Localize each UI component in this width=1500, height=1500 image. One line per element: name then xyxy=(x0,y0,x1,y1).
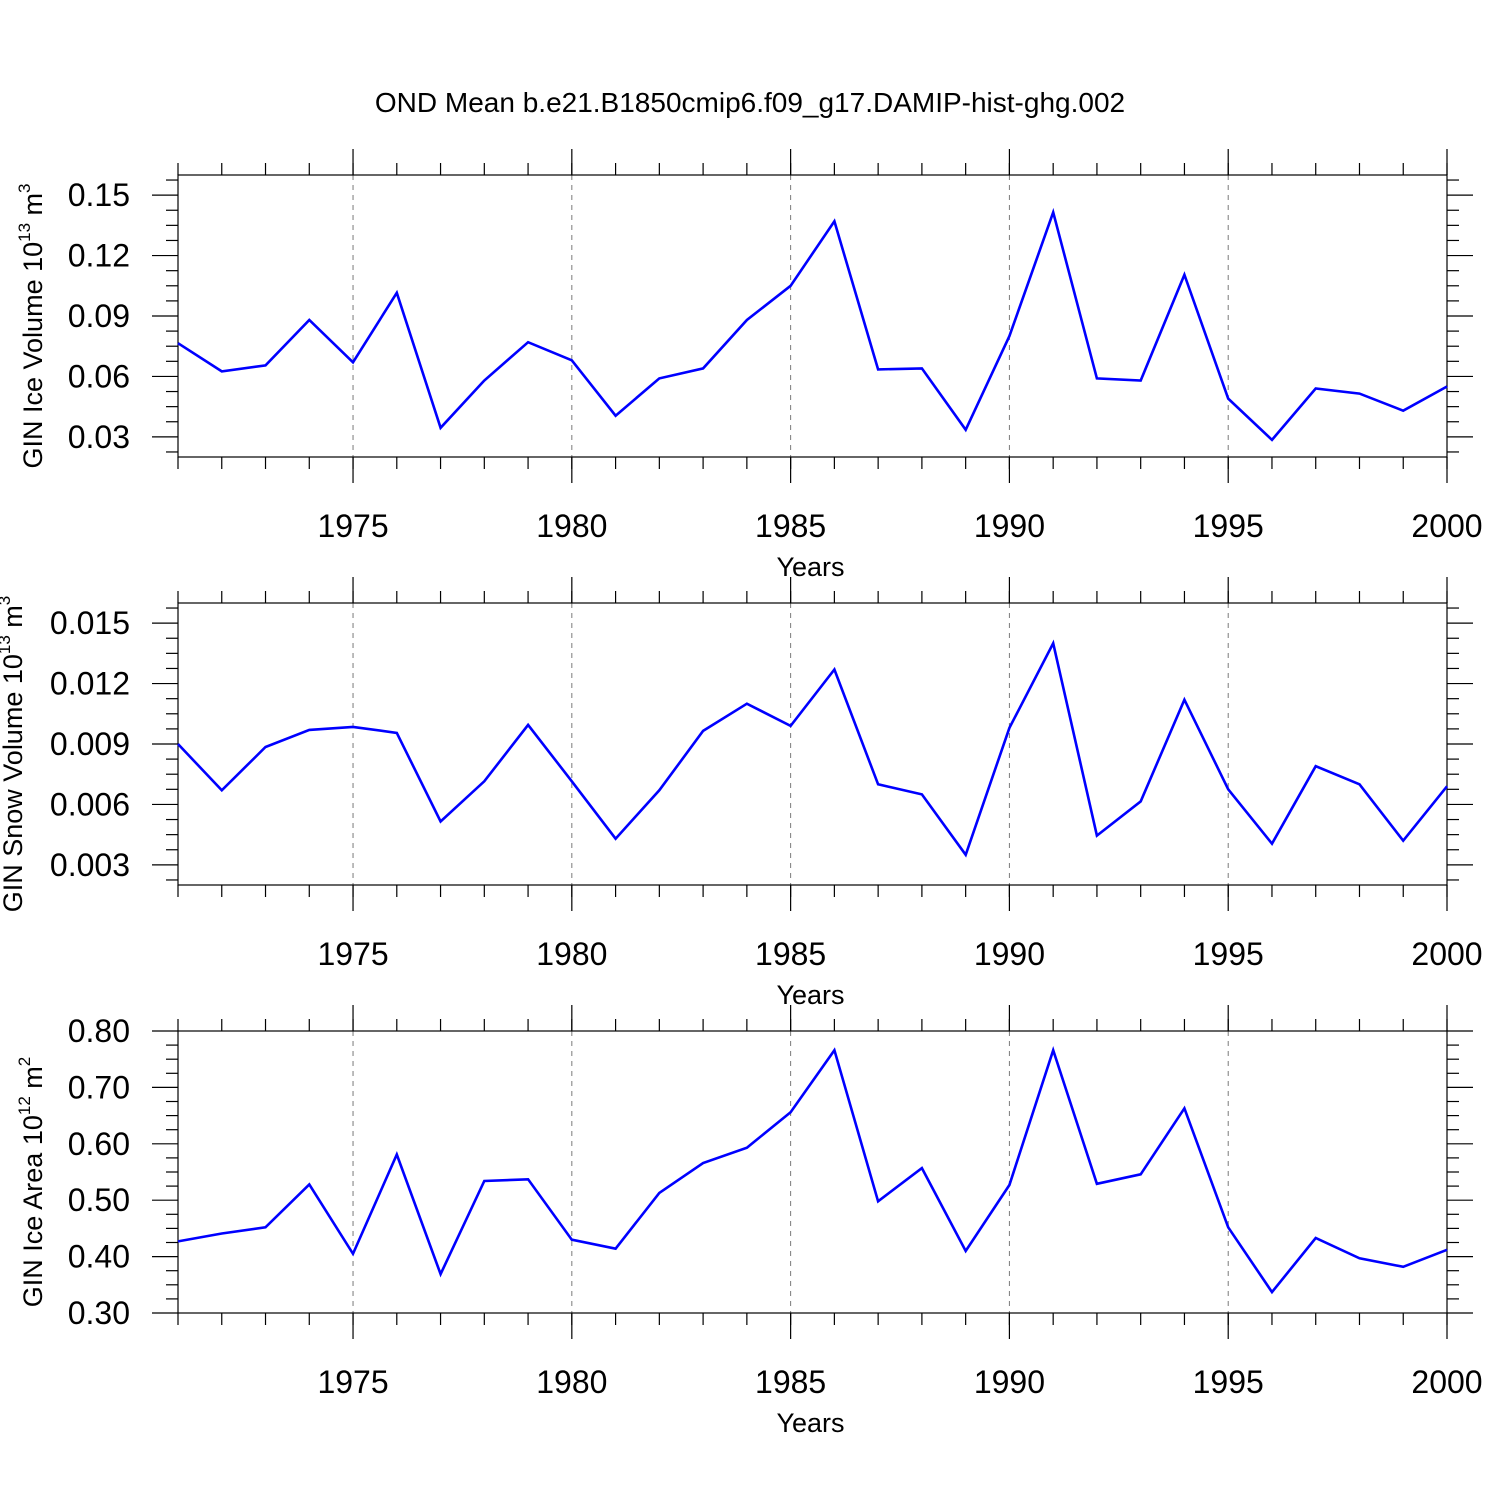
y-axis-label-text: m xyxy=(18,1066,48,1096)
x-tick-label: 1980 xyxy=(536,1364,607,1400)
x-axis-label: Years xyxy=(776,1408,844,1438)
panels: 1975 1980 1985 1990 1995 2000 0.03 0.06 0.09 0.12… xyxy=(0,149,1483,1438)
x-tick-label: 1985 xyxy=(755,508,826,544)
y-axis-label-text: GIN Ice Volume 10 xyxy=(18,242,48,469)
x-tick-label: 1985 xyxy=(755,936,826,972)
x-tick-label: 2000 xyxy=(1411,936,1482,972)
x-tick-label: 1975 xyxy=(317,1364,388,1400)
y-tick-label: 0.012 xyxy=(50,666,130,702)
y-tick-label: 0.06 xyxy=(68,358,130,394)
y-tick-label: 0.40 xyxy=(68,1239,130,1275)
y-tick-label: 0.12 xyxy=(68,238,130,274)
y-axis-label-text: m xyxy=(0,605,28,635)
y-axis-label: GIN Ice Area 1012 m2 xyxy=(15,1057,48,1308)
x-tick-label: 1985 xyxy=(755,1364,826,1400)
x-tick-label: 1975 xyxy=(317,936,388,972)
y-tick-label: 0.30 xyxy=(68,1295,130,1331)
chart-panel-1: 1975 1980 1985 1990 1995 2000 0.03 0.06 0.09 0.12… xyxy=(15,149,1483,582)
x-tick-label: 1995 xyxy=(1193,1364,1264,1400)
plot-frame xyxy=(177,174,1448,458)
y-tick-label: 0.50 xyxy=(68,1182,130,1218)
y-axis-label-superscript: 13 xyxy=(0,635,14,654)
x-tick-label: 1975 xyxy=(317,508,388,544)
y-axis-label-superscript: 13 xyxy=(15,223,34,242)
chart-panel-2: 1975 1980 1985 1990 1995 2000 0.003 0.006 0.009 0… xyxy=(0,577,1483,1010)
y-axis-label-superscript: 2 xyxy=(15,1057,34,1066)
y-axis-label-superscript: 3 xyxy=(0,596,14,605)
x-tick-label: 1980 xyxy=(536,508,607,544)
x-tick-label: 2000 xyxy=(1411,508,1482,544)
y-axis-label-superscript: 12 xyxy=(15,1096,34,1115)
y-axis-label-superscript: 3 xyxy=(15,183,34,192)
y-tick-label: 0.15 xyxy=(68,177,130,213)
y-axis-label-text: GIN Snow Volume 10 xyxy=(0,654,28,912)
y-axis-label-text: GIN Ice Area 10 xyxy=(18,1115,48,1307)
y-tick-label: 0.03 xyxy=(68,419,130,455)
x-axis-label: Years xyxy=(776,552,844,582)
series-line xyxy=(177,1046,1448,1295)
plot-frame xyxy=(177,602,1448,886)
chart-panel-3: 1975 1980 1985 1990 1995 2000 0.30 0.40 0.50 0.60… xyxy=(15,1005,1483,1438)
y-tick-label: 0.80 xyxy=(68,1013,130,1049)
y-axis-label: GIN Snow Volume 1013 m3 xyxy=(0,596,28,913)
x-axis-label: Years xyxy=(776,980,844,1010)
y-tick-label: 0.60 xyxy=(68,1126,130,1162)
y-tick-label: 0.009 xyxy=(50,726,130,762)
y-tick-label: 0.09 xyxy=(68,298,130,334)
x-tick-label: 1990 xyxy=(974,1364,1045,1400)
series-line xyxy=(177,639,1449,858)
y-axis-label: GIN Ice Volume 1013 m3 xyxy=(15,183,48,468)
y-tick-label: 0.70 xyxy=(68,1069,130,1105)
series-line xyxy=(177,207,1448,442)
x-tick-label: 1980 xyxy=(536,936,607,972)
x-tick-label: 2000 xyxy=(1411,1364,1482,1400)
y-tick-label: 0.006 xyxy=(50,786,130,822)
x-tick-label: 1995 xyxy=(1193,508,1264,544)
x-tick-label: 1995 xyxy=(1193,936,1264,972)
figure-title: OND Mean b.e21.B1850cmip6.f09_g17.DAMIP-… xyxy=(375,87,1125,118)
y-axis-label-text: m xyxy=(18,193,48,223)
x-tick-label: 1990 xyxy=(974,508,1045,544)
y-tick-label: 0.003 xyxy=(50,847,130,883)
y-tick-label: 0.015 xyxy=(50,605,130,641)
x-tick-label: 1990 xyxy=(974,936,1045,972)
